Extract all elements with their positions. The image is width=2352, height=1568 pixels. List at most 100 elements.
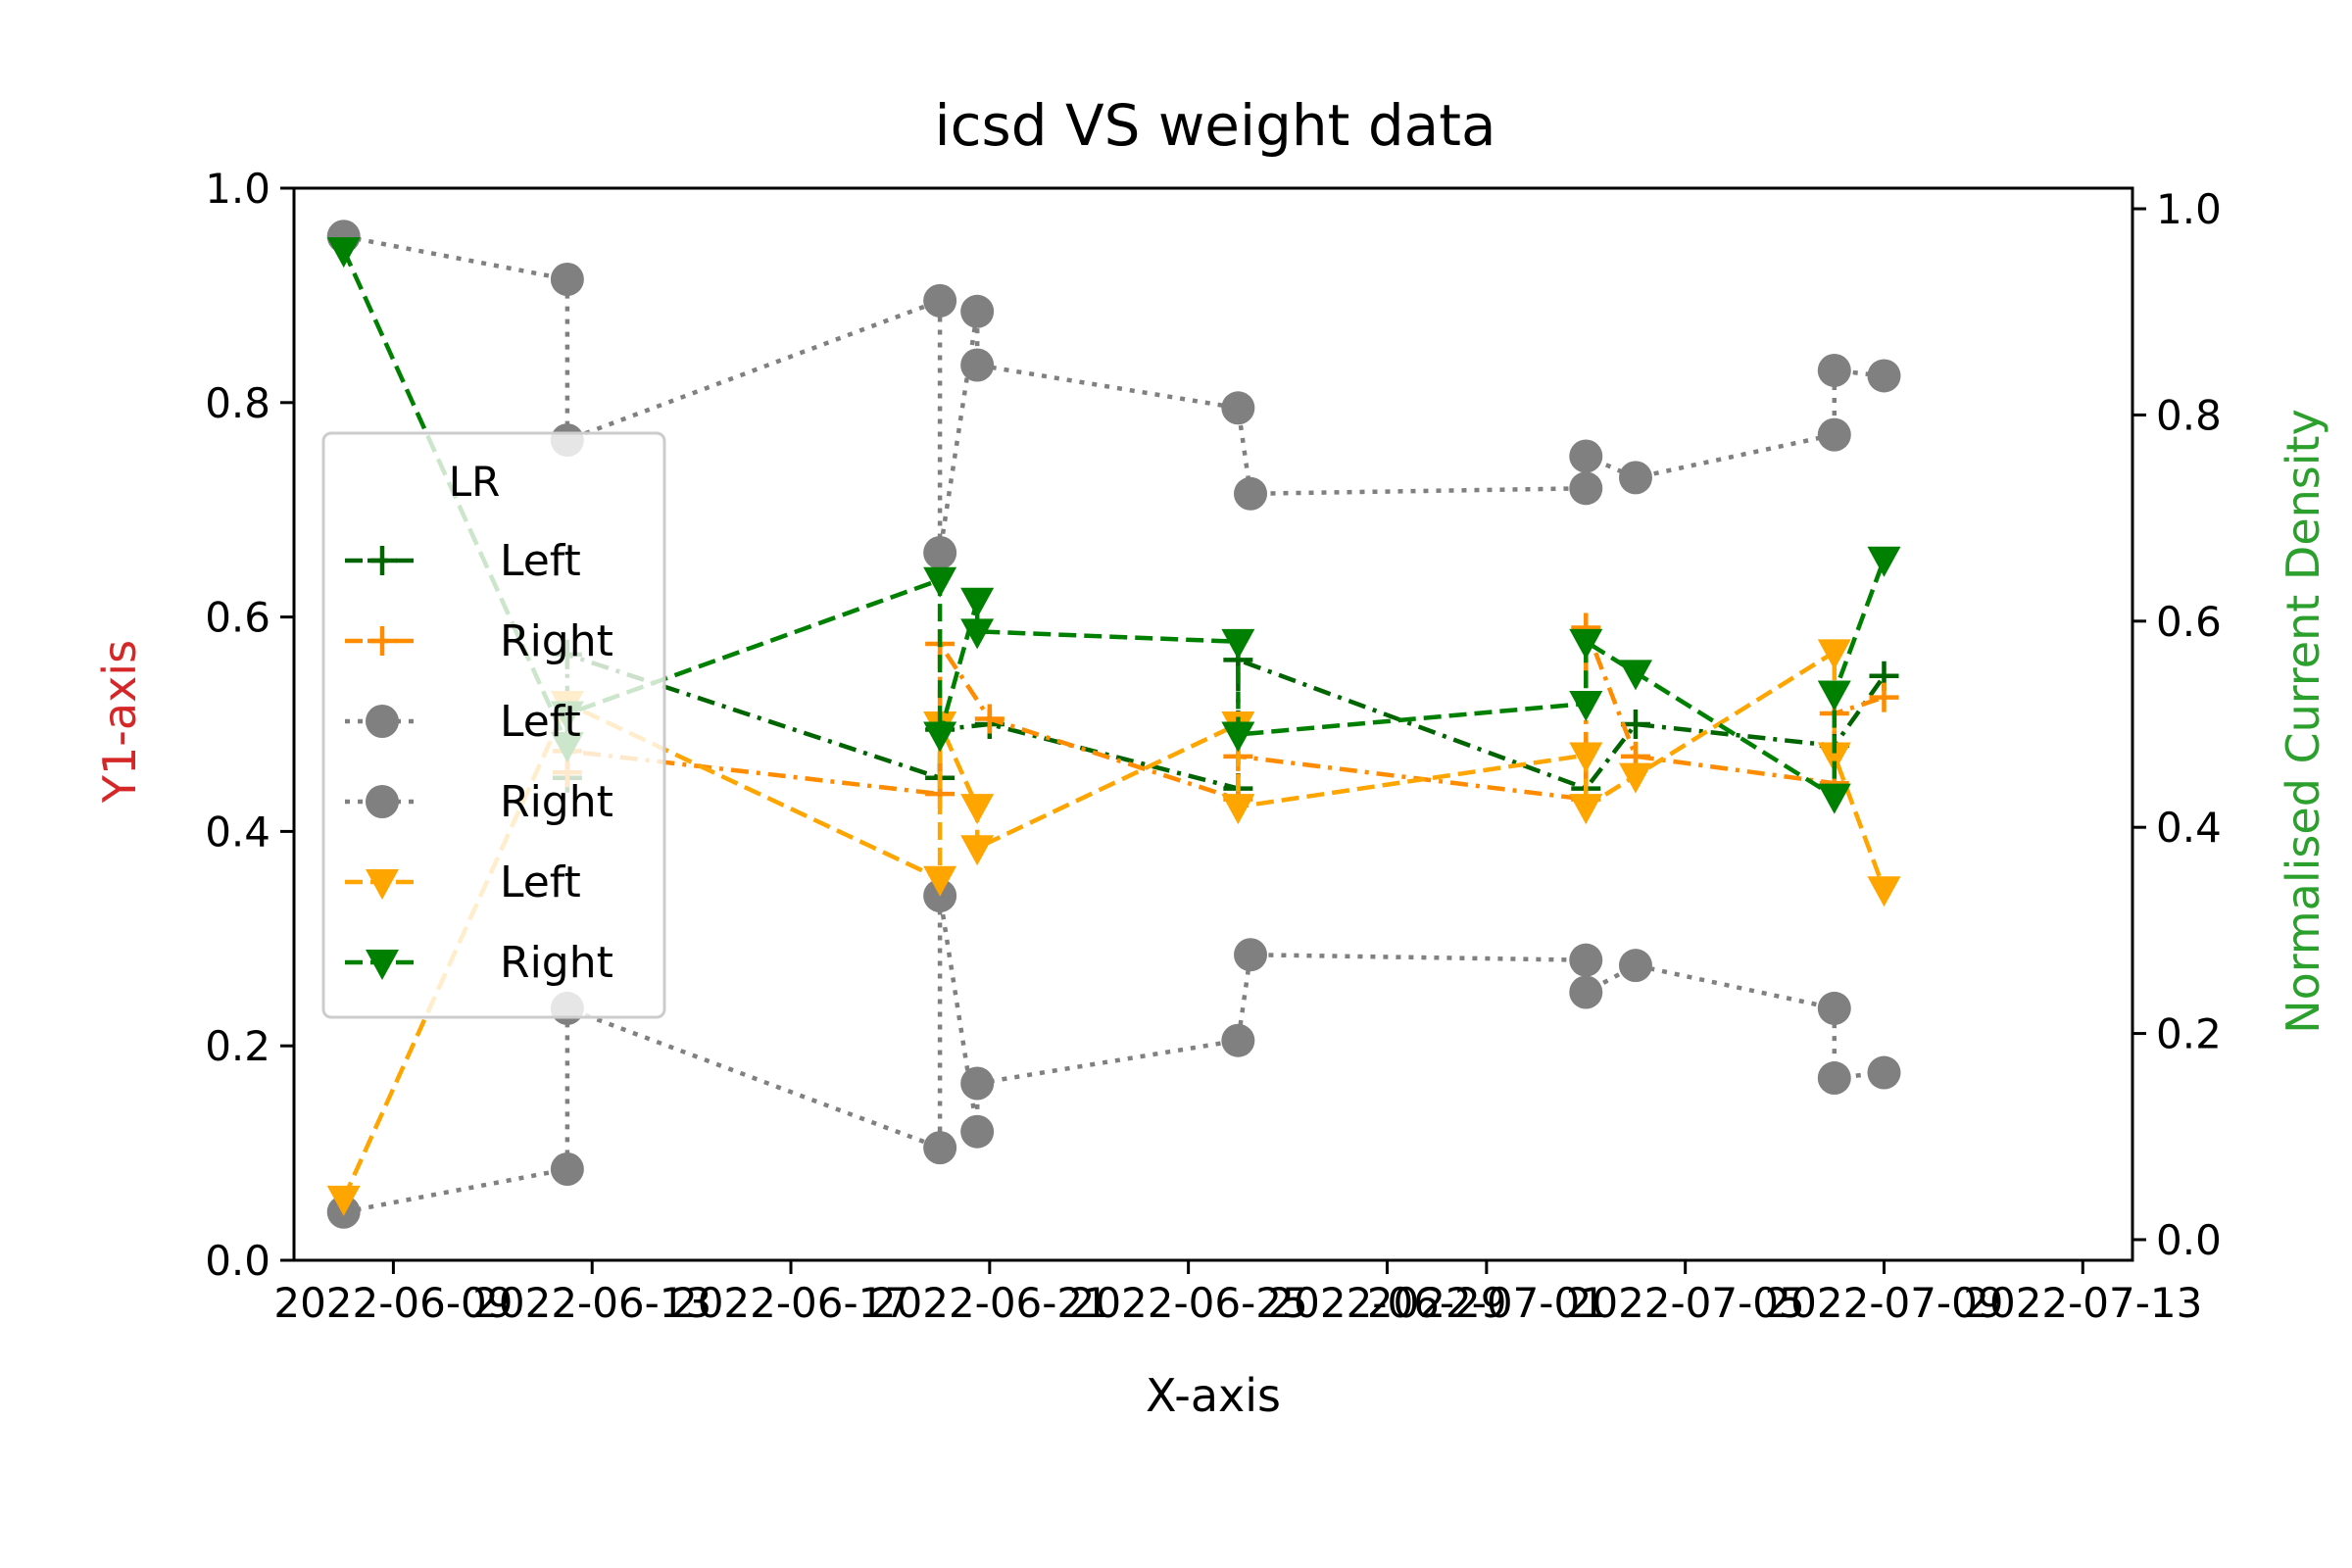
data-point <box>1817 353 1851 387</box>
y2-tick-label: 0.6 <box>2156 598 2222 646</box>
data-point <box>960 835 995 866</box>
data-point <box>1867 876 1901 907</box>
data-point <box>923 721 957 753</box>
legend: LR Left Right Left Right Left Right <box>321 431 666 1019</box>
series-5 <box>326 237 1901 814</box>
data-point <box>1618 461 1652 495</box>
legend-label: Left <box>500 536 581 586</box>
legend-marker <box>366 705 399 738</box>
x-tick-label: 2022-07-13 <box>1963 1279 2202 1327</box>
legend-label: Right <box>500 777 613 827</box>
data-point <box>1618 949 1652 983</box>
data-point <box>1221 628 1255 660</box>
x-tick-label: 2022-07-09 <box>1764 1279 2003 1327</box>
y2-tick-label: 0.2 <box>2156 1010 2222 1058</box>
data-point <box>1618 762 1652 794</box>
data-point <box>1234 476 1268 511</box>
legend-marker <box>368 546 397 575</box>
data-point <box>1817 991 1851 1025</box>
data-point <box>1569 975 1603 1009</box>
data-point <box>1618 660 1652 691</box>
x-tick-label: 2022-06-17 <box>671 1279 910 1327</box>
data-point <box>923 566 957 598</box>
data-point <box>326 1185 361 1216</box>
data-point <box>923 535 957 569</box>
data-point <box>1817 1061 1851 1096</box>
legend-title: LR <box>449 458 501 506</box>
data-point <box>1817 417 1851 452</box>
x-tick-label: 2022-06-29 <box>1267 1279 1506 1327</box>
x-tick-label: 2022-07-05 <box>1566 1279 1805 1327</box>
x-tick-label: 2022-06-09 <box>273 1279 513 1327</box>
data-point <box>1569 943 1603 977</box>
data-point <box>550 262 584 296</box>
series-layer <box>326 220 1901 1229</box>
legend-label: Right <box>500 938 613 988</box>
data-point <box>1221 1023 1255 1057</box>
x-tick-label: 2022-06-13 <box>472 1279 711 1327</box>
plot-frame <box>292 186 2134 1262</box>
y-tick-label: 0.2 <box>205 1022 270 1070</box>
data-point <box>960 618 995 650</box>
series-line <box>343 233 1885 554</box>
data-point <box>923 865 957 897</box>
x-tick-label: 2022-07-01 <box>1367 1279 1606 1327</box>
y2-tick-label: 0.4 <box>2156 804 2222 852</box>
x-axis-label: X-axis <box>1146 1369 1281 1422</box>
data-point <box>1221 721 1255 753</box>
data-point <box>974 704 1004 734</box>
data-point <box>1867 359 1901 393</box>
data-point <box>550 1152 584 1187</box>
y2-tick-label: 0.0 <box>2156 1216 2222 1264</box>
data-point <box>960 794 995 825</box>
legend-marker <box>366 950 399 980</box>
y2-tick-label: 0.8 <box>2156 391 2222 439</box>
legend-label: Left <box>500 697 581 747</box>
data-point <box>1817 680 1851 711</box>
data-point <box>1569 628 1603 660</box>
data-point <box>1569 471 1603 506</box>
series-line <box>341 648 1886 1200</box>
data-point <box>1867 1055 1901 1090</box>
y-tick-label: 0.0 <box>205 1237 270 1285</box>
data-point <box>1234 938 1268 972</box>
legend-entry: Left <box>345 858 581 907</box>
chart-title: icsd VS weight data <box>934 92 1495 159</box>
data-point <box>1569 690 1603 721</box>
data-point <box>1817 783 1851 814</box>
legend-box <box>321 431 666 1019</box>
legend-entry: Left <box>345 697 581 747</box>
legend-marker <box>366 869 399 900</box>
data-point <box>923 1131 957 1165</box>
data-point <box>1817 639 1851 670</box>
data-point <box>960 294 995 328</box>
data-point <box>1869 682 1899 712</box>
x-tick-label: 2022-06-25 <box>1069 1279 1308 1327</box>
legend-entry: Left <box>345 536 581 586</box>
legend-entry: Right <box>345 777 613 827</box>
data-point <box>1569 794 1603 825</box>
y-tick-label: 0.8 <box>205 379 270 427</box>
legend-label: Left <box>500 858 581 907</box>
data-point <box>960 1114 995 1149</box>
data-point <box>960 348 995 382</box>
x-tick-label: 2022-06-21 <box>870 1279 1109 1327</box>
data-point <box>1620 710 1650 739</box>
y2-axis-label: Normalised Current Density <box>2277 409 2329 1034</box>
y-axis-label: Y1-axis <box>93 640 146 804</box>
legend-marker <box>366 785 399 818</box>
data-point <box>923 283 957 318</box>
data-point <box>1221 391 1255 425</box>
legend-label: Right <box>500 616 613 666</box>
data-point <box>326 237 361 269</box>
series-3 <box>326 220 1901 569</box>
data-point <box>1817 742 1851 773</box>
data-point <box>1867 546 1901 577</box>
y-tick-label: 1.0 <box>205 165 270 213</box>
y2-tick-label: 1.0 <box>2156 185 2222 233</box>
series-4 <box>326 639 1901 1216</box>
y-tick-label: 0.6 <box>205 594 270 642</box>
data-point <box>960 1066 995 1101</box>
